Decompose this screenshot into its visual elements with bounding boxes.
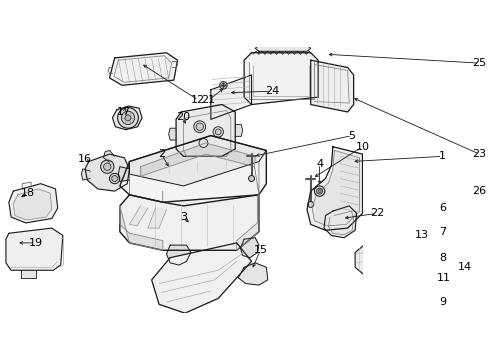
Polygon shape <box>237 195 259 250</box>
Polygon shape <box>241 238 259 258</box>
Polygon shape <box>81 169 90 180</box>
Circle shape <box>428 235 432 239</box>
Polygon shape <box>85 154 129 191</box>
Text: 13: 13 <box>415 230 429 240</box>
Circle shape <box>220 82 227 89</box>
Polygon shape <box>355 239 396 275</box>
Polygon shape <box>103 150 115 162</box>
Text: 4: 4 <box>316 159 323 169</box>
Circle shape <box>109 174 120 184</box>
Polygon shape <box>324 206 357 238</box>
Polygon shape <box>211 75 251 119</box>
Circle shape <box>196 123 203 130</box>
Circle shape <box>318 190 321 193</box>
Polygon shape <box>235 125 243 136</box>
Polygon shape <box>307 147 363 230</box>
Polygon shape <box>405 292 435 315</box>
Polygon shape <box>129 136 267 186</box>
Circle shape <box>215 129 221 135</box>
Circle shape <box>426 211 435 220</box>
Polygon shape <box>152 243 251 313</box>
Text: 1: 1 <box>439 151 446 161</box>
Polygon shape <box>311 60 354 112</box>
Polygon shape <box>21 270 35 278</box>
Polygon shape <box>416 226 444 248</box>
Polygon shape <box>148 208 167 228</box>
Polygon shape <box>167 245 191 265</box>
Polygon shape <box>120 136 267 206</box>
Circle shape <box>424 209 437 222</box>
Circle shape <box>118 108 138 128</box>
Circle shape <box>317 188 322 194</box>
Circle shape <box>248 176 254 181</box>
Circle shape <box>213 127 223 137</box>
Polygon shape <box>129 206 148 226</box>
Polygon shape <box>470 230 490 291</box>
Polygon shape <box>6 228 63 270</box>
Polygon shape <box>255 45 311 51</box>
Circle shape <box>194 121 206 132</box>
Text: 2: 2 <box>158 149 165 159</box>
Circle shape <box>125 115 131 121</box>
Polygon shape <box>312 150 360 226</box>
Polygon shape <box>120 206 163 250</box>
Text: 6: 6 <box>439 203 446 213</box>
Circle shape <box>416 301 424 308</box>
Text: 3: 3 <box>180 212 187 222</box>
Polygon shape <box>9 184 58 223</box>
Polygon shape <box>109 53 177 85</box>
Polygon shape <box>453 278 475 302</box>
Circle shape <box>308 202 314 207</box>
Polygon shape <box>141 143 255 176</box>
Circle shape <box>315 186 325 196</box>
Polygon shape <box>119 167 129 181</box>
Text: 24: 24 <box>265 86 279 96</box>
Text: 12: 12 <box>191 95 205 105</box>
Circle shape <box>122 111 135 125</box>
Text: 7: 7 <box>439 227 446 237</box>
Text: 25: 25 <box>472 58 487 68</box>
Text: 26: 26 <box>472 186 487 196</box>
Circle shape <box>416 277 430 290</box>
Text: 9: 9 <box>439 297 446 307</box>
Circle shape <box>425 233 434 242</box>
Polygon shape <box>176 104 235 156</box>
Polygon shape <box>238 263 268 285</box>
Text: 14: 14 <box>458 262 472 272</box>
Circle shape <box>112 176 118 181</box>
Circle shape <box>103 163 111 170</box>
Text: 22: 22 <box>370 208 385 218</box>
Circle shape <box>199 139 208 148</box>
Text: 20: 20 <box>176 112 191 122</box>
Text: 18: 18 <box>21 188 35 198</box>
Text: 5: 5 <box>349 131 356 141</box>
Text: 11: 11 <box>437 273 451 283</box>
Circle shape <box>221 84 225 87</box>
Circle shape <box>100 160 114 174</box>
Polygon shape <box>169 128 176 140</box>
Polygon shape <box>463 174 490 230</box>
Text: 10: 10 <box>356 142 369 152</box>
Polygon shape <box>13 189 52 220</box>
Circle shape <box>428 213 433 218</box>
Polygon shape <box>413 254 440 273</box>
Text: 15: 15 <box>253 245 268 255</box>
Polygon shape <box>112 106 142 130</box>
Text: 8: 8 <box>439 253 446 263</box>
Text: 23: 23 <box>472 149 487 159</box>
Text: 19: 19 <box>28 238 43 248</box>
Polygon shape <box>120 195 259 250</box>
Text: 16: 16 <box>78 154 92 164</box>
Polygon shape <box>244 53 318 104</box>
Text: 21: 21 <box>201 95 216 105</box>
Circle shape <box>419 279 428 288</box>
Text: 17: 17 <box>117 107 131 117</box>
